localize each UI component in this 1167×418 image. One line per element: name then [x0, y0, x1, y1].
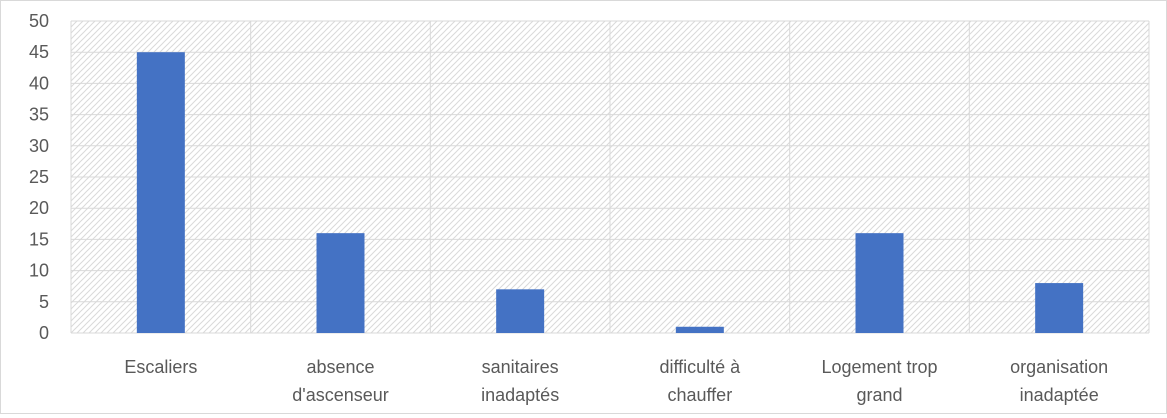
- y-tick-label: 20: [29, 198, 49, 218]
- x-tick-label: grand: [856, 385, 902, 405]
- y-tick-label: 50: [29, 11, 49, 31]
- x-tick-label: Escaliers: [124, 357, 197, 377]
- x-tick-label: Logement trop: [821, 357, 937, 377]
- y-tick-label: 10: [29, 261, 49, 281]
- bar-3: [675, 326, 724, 333]
- gridlines: [70, 20, 1150, 334]
- y-tick-label: 5: [39, 292, 49, 312]
- y-tick-label: 35: [29, 105, 49, 125]
- bar-0: [136, 52, 185, 333]
- bars: [136, 52, 1084, 333]
- x-tick-label: absence: [306, 357, 374, 377]
- x-tick-label: chauffer: [667, 385, 732, 405]
- x-tick-label: inadaptés: [481, 385, 559, 405]
- y-tick-label: 45: [29, 42, 49, 62]
- y-tick-label: 15: [29, 229, 49, 249]
- y-tick-label: 40: [29, 73, 49, 93]
- x-tick-label: sanitaires: [482, 357, 559, 377]
- y-axis: 0 5 10 15 20 25 30 35 40 45 50: [29, 11, 49, 343]
- bar-4: [855, 233, 904, 333]
- bar-1: [316, 233, 365, 333]
- y-tick-label: 0: [39, 323, 49, 343]
- x-tick-label: difficulté à: [659, 357, 741, 377]
- x-tick-label: organisation: [1010, 357, 1108, 377]
- y-tick-label: 30: [29, 136, 49, 156]
- x-tick-label: d'ascenseur: [292, 385, 389, 405]
- x-tick-label: inadaptée: [1020, 385, 1099, 405]
- y-tick-label: 25: [29, 167, 49, 187]
- bar-5: [1035, 283, 1084, 333]
- bar-2: [496, 289, 545, 333]
- x-axis: Escaliers absence d'ascenseur sanitaires ina…: [124, 357, 1108, 405]
